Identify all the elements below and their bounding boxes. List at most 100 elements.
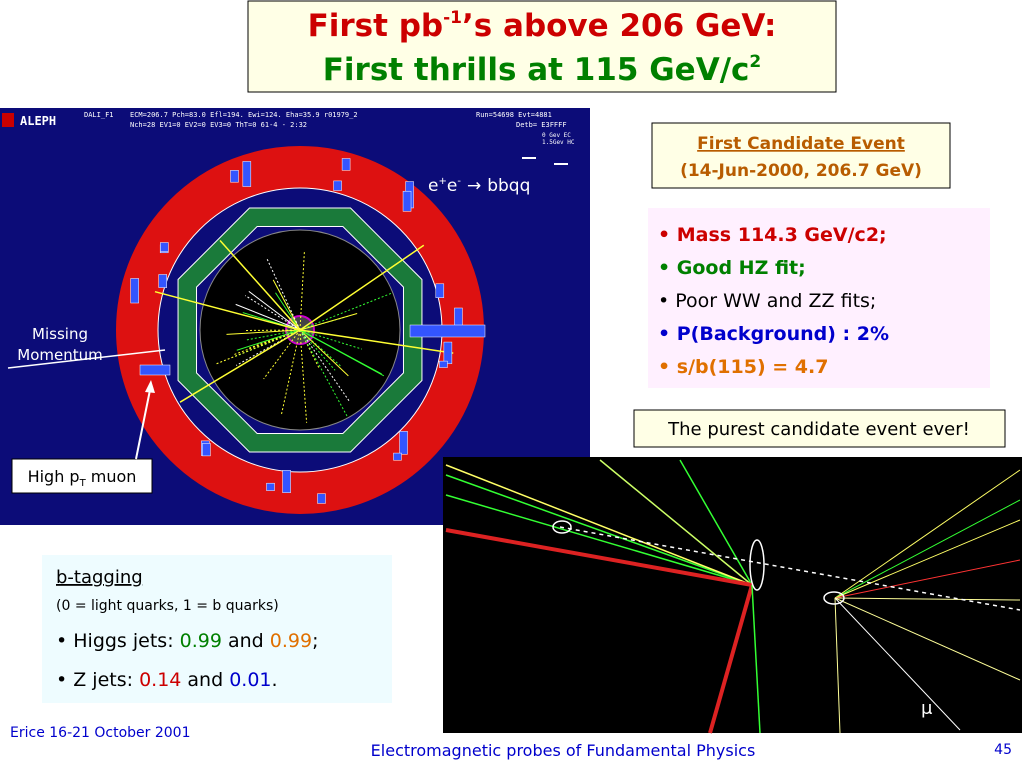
title-superscript: -1 [443,8,462,28]
zoom-track [834,519,1021,599]
btag-box [42,555,392,703]
track [299,292,392,331]
header-row: ECM=206.7 Pch=83.0 Efl=194. Ewi=124. Eha… [130,111,358,119]
zoom-track [834,469,1021,599]
track [299,250,305,331]
zoom-track [834,597,1021,601]
track [299,329,336,371]
energy-deposit [402,190,412,212]
energy-deposit [341,158,351,171]
energy-deposit [393,452,402,461]
process-superscript: - [457,176,461,187]
energy-deposit [230,170,239,183]
track [299,329,363,350]
process-label: e+e- → bbqq [428,176,530,196]
footer-center: Electromagnetic probes of Fundamental Ph… [371,741,756,760]
zoom-track [445,474,753,586]
aleph-logo-mark [2,113,14,127]
zoom-track [751,584,761,734]
energy-deposit [266,482,275,491]
hcal-deposit [139,364,171,376]
vertex-ellipse [552,520,572,534]
process-text: e [428,176,438,196]
hcal-deposit [409,324,486,338]
process-superscript: + [438,176,446,187]
track [299,329,308,423]
zoom-view [443,457,1022,733]
process-particle: b [498,176,509,196]
properties-box [648,208,990,388]
title-line2: First thrills at 115 GeV/c2 [323,52,762,88]
btag-z: • Z jets: 0.14 and 0.01. [56,669,278,691]
btag-text: • Z jets: [56,669,139,691]
track [280,329,301,415]
purest-box [633,409,1006,448]
btag-text: and [181,669,229,691]
zoom-track [834,597,841,734]
muon-label-subscript: T [79,478,87,489]
candidate-title: First Candidate Event [697,134,905,154]
scale-label: 1.5Gev HC [542,139,575,146]
missing-momentum-line [7,349,166,369]
jet-line [299,329,454,354]
track [299,329,349,377]
property-item: • P(Background) : 2% [658,323,889,345]
track [236,329,301,351]
track [216,329,301,365]
property-item: • Good HZ fit; [658,257,806,279]
title-box [247,0,837,93]
energy-deposit [158,274,168,288]
energy-deposit [317,493,326,504]
property-item: • s/b(115) = 4.7 [658,356,828,378]
btag-value: 0.99 [270,630,312,652]
property-item: • Mass 114.3 GeV/c2; [658,224,887,246]
candidate-date: (14-Jun-2000, 206.7 GeV) [680,161,922,181]
btag-text: • Higgs jets: [56,630,180,652]
jet-line [299,244,425,331]
detb-info: Detb= E3FFFF [516,121,567,129]
energy-deposit [435,283,445,298]
jet-line [154,290,301,331]
aleph-logo: ALEPH [20,114,56,128]
track [299,329,320,369]
btag-value: 0.14 [139,669,181,691]
muon-label: High pT muon [28,467,137,489]
track [246,329,301,341]
energy-deposit [282,470,291,493]
btag-value: 0.99 [180,630,222,652]
title-line1: First pb-1’s above 206 GeV: [308,8,777,44]
process-arrow: → [467,176,481,196]
candidate-box [651,122,951,189]
jet-line [219,240,301,331]
scale-label: 0 Gev EC [542,132,571,139]
zoom-track [834,499,1021,599]
muon-arrow-head [145,380,155,393]
zoom-track [708,584,754,734]
zoom-track [445,464,753,586]
title-superscript: 2 [749,52,761,72]
zoom-tracks [445,459,1021,734]
process-particle: b [487,176,498,196]
footer-left: Erice 16-21 October 2001 [10,725,191,741]
process-text: e [447,176,457,196]
btag-title: b-tagging [56,567,143,588]
track [226,329,301,335]
muon-label-box [11,458,153,494]
track [245,295,301,331]
missing-momentum-label: Missing [32,325,88,343]
track [272,279,301,331]
zoom-track [834,597,1021,681]
track [266,258,301,331]
btag-text: and [222,630,270,652]
muon-symbol: μ [921,698,933,719]
track [235,303,301,331]
btag-higgs: • Higgs jets: 0.99 and 0.99; [56,630,319,652]
energy-deposit [242,161,252,187]
property-item: • Poor WW and ZZ fits; [658,290,876,312]
detector-drawing [116,146,486,514]
energy-deposit [399,431,408,455]
title-text: First thrills at 115 GeV/c [323,52,750,88]
energy-deposit [160,242,169,252]
energy-deposit [439,360,448,368]
jet-line [179,329,301,403]
